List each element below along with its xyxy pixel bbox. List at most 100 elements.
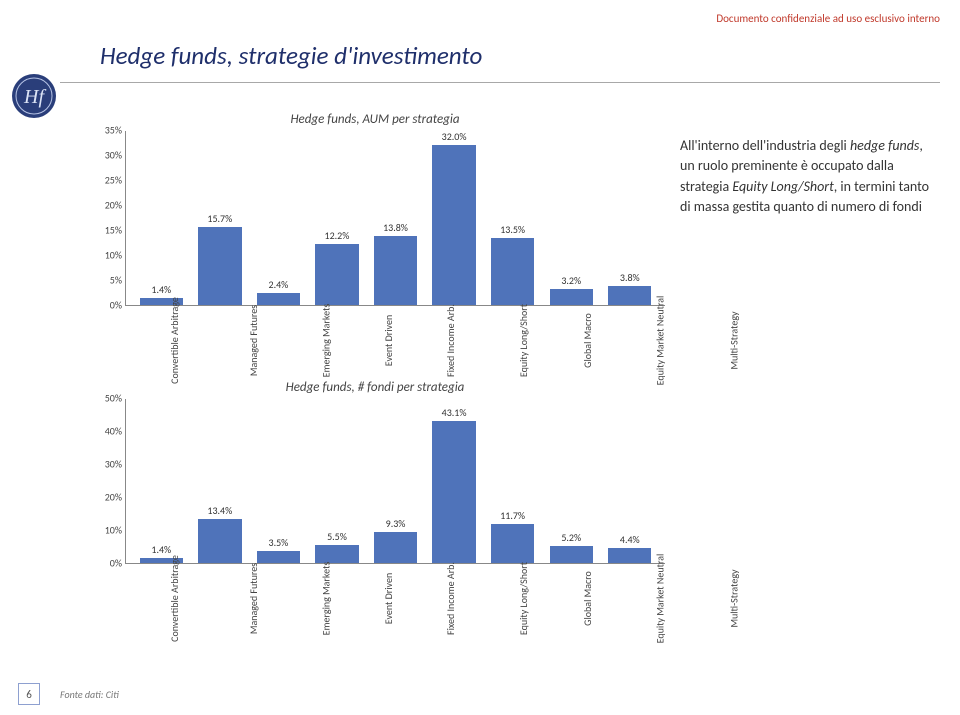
bar-col: 43.1% [425, 399, 484, 563]
bar-col: 2.4% [249, 131, 308, 305]
bar-value-label: 1.4% [151, 283, 171, 296]
bar [315, 244, 358, 305]
bar [432, 145, 475, 305]
y-tick: 0% [88, 299, 122, 312]
chart2-title: Hedge funds, # fondi per strategia [85, 380, 665, 395]
bar [315, 545, 358, 563]
category-label: Event Driven [363, 306, 414, 362]
charts-area: Hedge funds, AUM per strategia 1.4% 15.7%… [85, 112, 665, 620]
category-label: Convertible Arbitrage [131, 564, 218, 620]
y-tick: 35% [88, 124, 122, 137]
bar-value-label: 12.2% [325, 229, 350, 242]
bar-col: 4.4% [601, 399, 660, 563]
bar-value-label: 15.7% [207, 212, 232, 225]
category-label: Equity Long/Short [487, 564, 560, 620]
y-tick: 50% [88, 392, 122, 405]
y-tick: 10% [88, 524, 122, 537]
bar-value-label: 13.5% [500, 223, 525, 236]
chart1-categories: Convertible ArbitrageManaged FuturesEmer… [125, 306, 665, 362]
bar-value-label: 13.4% [207, 504, 232, 517]
bar-col: 3.2% [542, 131, 601, 305]
y-tick: 15% [88, 224, 122, 237]
y-tick: 20% [88, 199, 122, 212]
bar-col: 13.4% [191, 399, 250, 563]
bar [257, 293, 300, 305]
chart1-plot: 1.4% 15.7% 2.4% 12.2% 13.8% 32.0% 13.5% 3.2% 3.8… [125, 131, 665, 306]
bar [374, 236, 417, 305]
svg-text:Hf: Hf [23, 86, 46, 108]
y-tick: 25% [88, 174, 122, 187]
category-label: Equity Long/Short [487, 306, 560, 362]
bar-value-label: 5.5% [327, 530, 347, 543]
bar-col: 15.7% [191, 131, 250, 305]
category-label: Multi-Strategy [705, 564, 763, 620]
bar-value-label: 32.0% [442, 130, 467, 143]
bar-col: 3.5% [249, 399, 308, 563]
bar-value-label: 2.4% [269, 278, 289, 291]
bar [374, 532, 417, 563]
side-note: All'interno dell'industria degli hedge f… [680, 136, 935, 217]
bar [491, 524, 534, 563]
bar-col: 3.8% [601, 131, 660, 305]
y-tick: 0% [88, 557, 122, 570]
bar-col: 12.2% [308, 131, 367, 305]
y-tick: 40% [88, 425, 122, 438]
page-number: 6 [18, 683, 40, 705]
bar [432, 421, 475, 563]
chart1-bars: 1.4% 15.7% 2.4% 12.2% 13.8% 32.0% 13.5% 3.2% 3.8… [126, 131, 665, 305]
bar-value-label: 3.2% [561, 274, 581, 287]
note-t3: Equity Long/Short [732, 178, 833, 195]
bar [491, 238, 534, 306]
y-tick: 10% [88, 249, 122, 262]
category-label: Event Driven [363, 564, 414, 620]
category-label: Equity Market Neutral [615, 306, 705, 362]
bar [257, 551, 300, 563]
bar [608, 286, 651, 305]
bar-value-label: 9.3% [386, 517, 406, 530]
note-t0: All'interno dell'industria degli [680, 137, 850, 154]
category-label: Emerging Markets [289, 564, 363, 620]
header-confidential: Documento confidenziale ad uso esclusivo… [716, 12, 940, 25]
y-tick: 20% [88, 491, 122, 504]
bar-col: 5.2% [542, 399, 601, 563]
category-label: Multi-Strategy [705, 306, 763, 362]
footer-source: Fonte dati: Citi [60, 688, 119, 701]
bar [550, 546, 593, 563]
bar-col: 1.4% [132, 131, 191, 305]
bar-col: 9.3% [366, 399, 425, 563]
chart1-title: Hedge funds, AUM per strategia [85, 112, 665, 127]
note-t1: hedge funds [850, 137, 919, 154]
bar-value-label: 3.5% [269, 536, 289, 549]
chart2-categories: Convertible ArbitrageManaged FuturesEmer… [125, 564, 665, 620]
category-label: Fixed Income Arb. [414, 564, 487, 620]
title-post: , strategie d'investimento [227, 40, 483, 71]
bar [550, 289, 593, 305]
bar-col: 11.7% [483, 399, 542, 563]
chart2-bars: 1.4% 13.4% 3.5% 5.5% 9.3% 43.1% 11.7% 5.2% 4.4% [126, 399, 665, 563]
category-label: Global Macro [560, 564, 615, 620]
title-pre: Hedge funds [100, 40, 227, 71]
category-label: Managed Futures [218, 306, 289, 362]
separator [60, 82, 940, 83]
category-label: Global Macro [560, 306, 615, 362]
bar-col: 5.5% [308, 399, 367, 563]
bar-value-label: 43.1% [442, 406, 467, 419]
bar-col: 13.8% [366, 131, 425, 305]
category-label: Managed Futures [218, 564, 289, 620]
bar-value-label: 3.8% [620, 271, 640, 284]
bar-value-label: 4.4% [620, 533, 640, 546]
title: Hedge funds, strategie d'investimento [100, 40, 482, 71]
category-label: Equity Market Neutral [615, 564, 705, 620]
bar [198, 227, 241, 306]
bar-col: 32.0% [425, 131, 484, 305]
chart-aum: Hedge funds, AUM per strategia 1.4% 15.7%… [85, 112, 665, 362]
bar-col: 1.4% [132, 399, 191, 563]
bar-value-label: 11.7% [500, 509, 525, 522]
category-label: Fixed Income Arb. [414, 306, 487, 362]
y-tick: 30% [88, 149, 122, 162]
logo: Hf [10, 72, 58, 120]
category-label: Emerging Markets [289, 306, 363, 362]
y-tick: 5% [88, 274, 122, 287]
y-tick: 30% [88, 458, 122, 471]
chart2-plot: 1.4%13.4%3.5%5.5%9.3%43.1%11.7%5.2%4.4% … [125, 399, 665, 564]
